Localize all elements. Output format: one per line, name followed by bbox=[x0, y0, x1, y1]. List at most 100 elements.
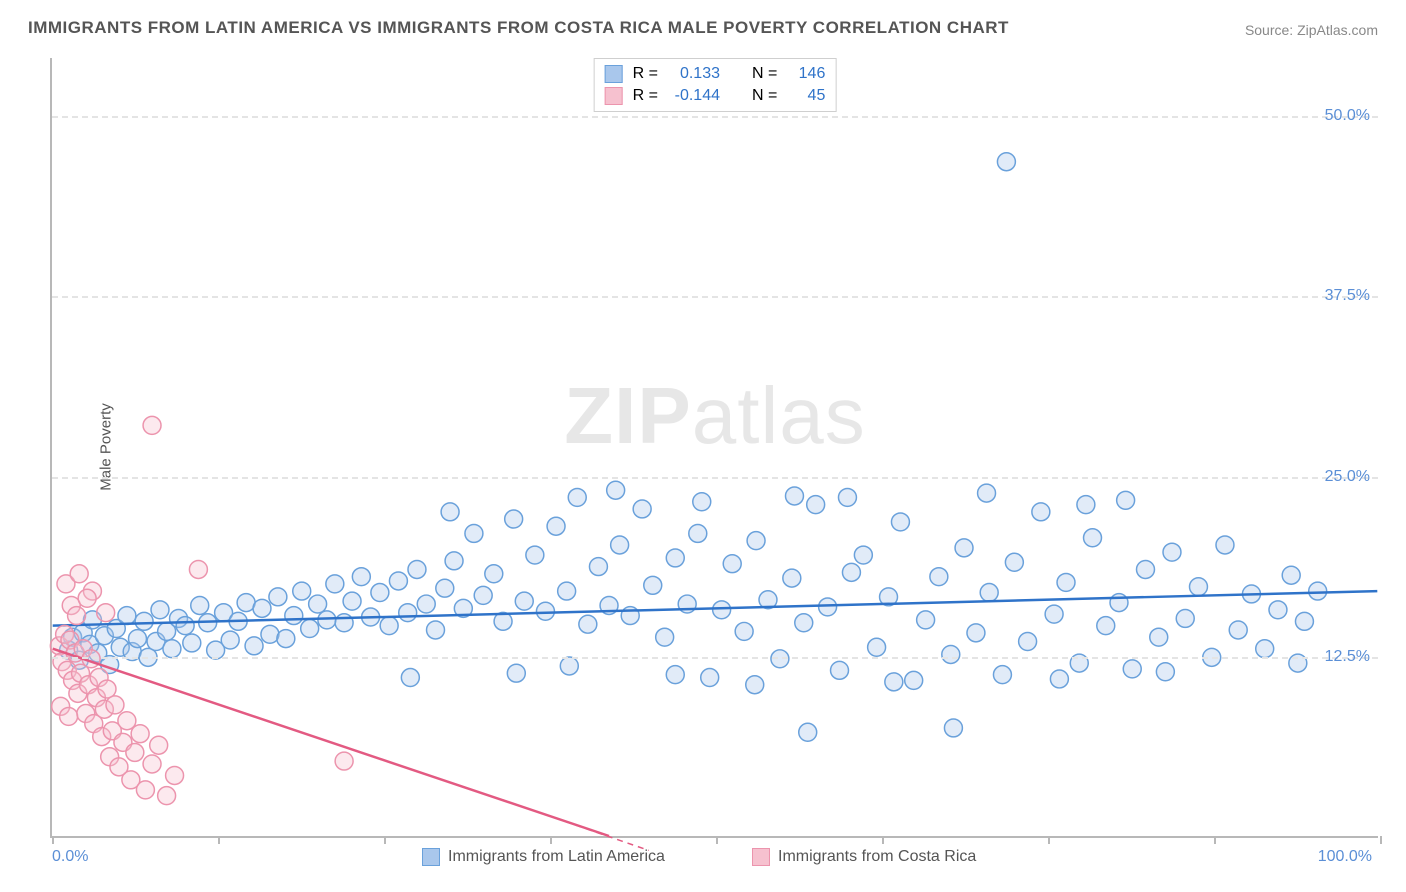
data-point bbox=[1295, 612, 1313, 630]
data-point bbox=[1097, 617, 1115, 635]
data-point bbox=[389, 572, 407, 590]
data-point bbox=[68, 607, 86, 625]
data-point bbox=[689, 524, 707, 542]
data-point bbox=[831, 661, 849, 679]
legend-swatch-0 bbox=[605, 65, 623, 83]
data-point bbox=[176, 617, 194, 635]
data-point bbox=[967, 624, 985, 642]
data-point bbox=[326, 575, 344, 593]
data-point bbox=[713, 601, 731, 619]
data-point bbox=[465, 524, 483, 542]
data-point bbox=[352, 568, 370, 586]
data-point bbox=[445, 552, 463, 570]
data-point bbox=[343, 592, 361, 610]
data-point bbox=[589, 558, 607, 576]
r-value-0: 0.133 bbox=[668, 65, 720, 83]
n-label-0: N = bbox=[752, 65, 777, 83]
data-point bbox=[735, 622, 753, 640]
data-point bbox=[515, 592, 533, 610]
data-point bbox=[868, 638, 886, 656]
data-point bbox=[60, 707, 78, 725]
data-point bbox=[611, 536, 629, 554]
data-point bbox=[526, 546, 544, 564]
data-point bbox=[917, 611, 935, 629]
data-point bbox=[905, 671, 923, 689]
legend-swatch-1 bbox=[605, 87, 623, 105]
data-point bbox=[1150, 628, 1168, 646]
data-point bbox=[191, 597, 209, 615]
data-point bbox=[436, 579, 454, 597]
r-label-1: R = bbox=[633, 87, 658, 105]
data-point bbox=[1309, 582, 1327, 600]
data-point bbox=[1032, 503, 1050, 521]
data-point bbox=[1269, 601, 1287, 619]
chart-svg bbox=[52, 58, 1378, 836]
data-point bbox=[942, 645, 960, 663]
data-point bbox=[701, 669, 719, 687]
data-point bbox=[944, 719, 962, 737]
data-point bbox=[1045, 605, 1063, 623]
gridline-h bbox=[52, 116, 1378, 118]
data-point bbox=[723, 555, 741, 573]
x-tick-mark bbox=[882, 836, 884, 844]
data-point bbox=[309, 595, 327, 613]
data-point bbox=[166, 767, 184, 785]
data-point bbox=[1077, 496, 1095, 514]
data-point bbox=[633, 500, 651, 518]
x-tick-mark bbox=[1380, 836, 1382, 844]
data-point bbox=[126, 743, 144, 761]
data-point bbox=[656, 628, 674, 646]
data-point bbox=[819, 598, 837, 616]
data-point bbox=[1005, 553, 1023, 571]
data-point bbox=[795, 614, 813, 632]
y-tick-label: 37.5% bbox=[1325, 287, 1370, 305]
gridline-h bbox=[52, 477, 1378, 479]
n-value-0: 146 bbox=[787, 65, 825, 83]
legend-label: Immigrants from Latin America bbox=[448, 848, 665, 866]
data-point bbox=[253, 599, 271, 617]
data-point bbox=[547, 517, 565, 535]
data-point bbox=[666, 666, 684, 684]
data-point bbox=[997, 153, 1015, 171]
data-point bbox=[993, 666, 1011, 684]
data-point bbox=[891, 513, 909, 531]
data-point bbox=[579, 615, 597, 633]
x-tick-mark bbox=[218, 836, 220, 844]
data-point bbox=[441, 503, 459, 521]
plot-area: Male Poverty ZIPatlas R = 0.133 N = 146 … bbox=[50, 58, 1378, 838]
data-point bbox=[277, 630, 295, 648]
data-point bbox=[221, 631, 239, 649]
x-tick-label: 100.0% bbox=[1318, 848, 1372, 866]
data-point bbox=[106, 696, 124, 714]
data-point bbox=[1163, 543, 1181, 561]
data-point bbox=[978, 484, 996, 502]
data-point bbox=[930, 568, 948, 586]
data-point bbox=[78, 589, 96, 607]
n-value-1: 45 bbox=[787, 87, 825, 105]
data-point bbox=[885, 673, 903, 691]
x-tick-label: 0.0% bbox=[52, 848, 88, 866]
data-point bbox=[807, 496, 825, 514]
legend-bottom-item: Immigrants from Costa Rica bbox=[752, 848, 976, 866]
data-point bbox=[1216, 536, 1234, 554]
data-point bbox=[666, 549, 684, 567]
legend-stats: R = 0.133 N = 146 R = -0.144 N = 45 bbox=[594, 58, 837, 112]
data-point bbox=[118, 607, 136, 625]
data-point bbox=[427, 621, 445, 639]
x-tick-mark bbox=[550, 836, 552, 844]
data-point bbox=[693, 493, 711, 511]
data-point bbox=[560, 657, 578, 675]
data-point bbox=[143, 755, 161, 773]
data-point bbox=[955, 539, 973, 557]
legend-stats-row-1: R = -0.144 N = 45 bbox=[605, 85, 826, 107]
data-point bbox=[143, 416, 161, 434]
source-label: Source: ZipAtlas.com bbox=[1245, 22, 1378, 38]
data-point bbox=[408, 560, 426, 578]
x-tick-mark bbox=[1214, 836, 1216, 844]
chart-title: IMMIGRANTS FROM LATIN AMERICA VS IMMIGRA… bbox=[28, 18, 1009, 38]
data-point bbox=[558, 582, 576, 600]
legend-swatch bbox=[752, 848, 770, 866]
data-point bbox=[474, 586, 492, 604]
x-tick-mark bbox=[384, 836, 386, 844]
data-point bbox=[1084, 529, 1102, 547]
